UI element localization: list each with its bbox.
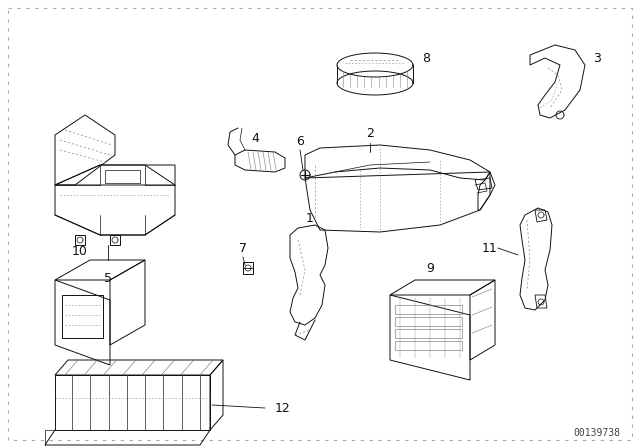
- Text: 9: 9: [426, 262, 434, 275]
- Text: 3: 3: [593, 52, 601, 65]
- Text: 4: 4: [251, 132, 259, 145]
- Text: 7: 7: [239, 242, 247, 255]
- Text: 1: 1: [306, 212, 314, 225]
- Text: 2: 2: [366, 127, 374, 140]
- Text: 6: 6: [296, 135, 304, 148]
- Text: 10: 10: [72, 245, 88, 258]
- Text: 12: 12: [275, 401, 291, 414]
- Text: 8: 8: [422, 52, 430, 65]
- Text: 11: 11: [481, 241, 497, 254]
- Text: 00139738: 00139738: [573, 428, 620, 438]
- Text: 5: 5: [104, 272, 112, 285]
